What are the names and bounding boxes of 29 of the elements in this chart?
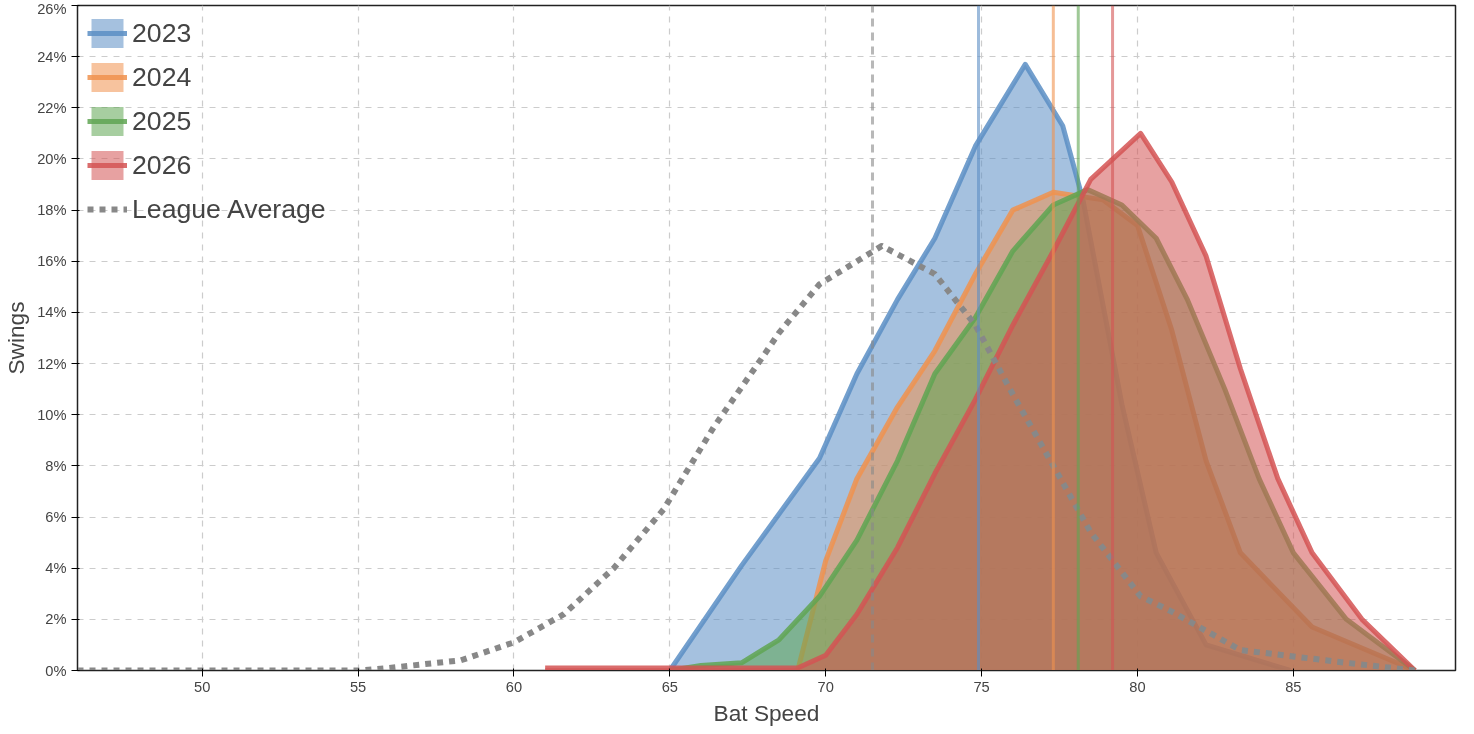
y-tick-label: 16% <box>37 253 67 270</box>
y-axis-title: Swings <box>3 301 30 375</box>
x-tick-label: 70 <box>817 678 834 695</box>
y-tick-label: 26% <box>37 0 67 17</box>
x-tick-label: 50 <box>194 678 211 695</box>
y-tick-label: 22% <box>37 99 67 116</box>
x-tick-label: 55 <box>349 678 367 695</box>
x-tick-label: 65 <box>661 678 679 695</box>
x-tick-label: 60 <box>505 678 523 695</box>
y-tick-label: 20% <box>37 150 67 167</box>
legend-label: League Average <box>132 193 326 225</box>
x-tick-label: 85 <box>1285 678 1302 695</box>
y-tick-label: 24% <box>37 48 67 65</box>
y-tick-label: 12% <box>37 355 67 372</box>
legend-label: 2025 <box>132 105 192 137</box>
y-tick-label: 8% <box>45 457 67 474</box>
x-tick-label: 80 <box>1129 678 1146 695</box>
y-tick-label: 10% <box>37 406 67 423</box>
y-tick-label: 6% <box>45 509 67 526</box>
x-axis-title: Bat Speed <box>713 699 820 726</box>
y-tick-label: 18% <box>37 202 67 219</box>
y-tick-label: 14% <box>37 304 67 321</box>
y-tick-label: 0% <box>45 662 67 679</box>
legend-label: 2024 <box>132 61 192 93</box>
legend-label: 2026 <box>132 149 192 181</box>
legend-label: 2023 <box>132 17 192 49</box>
y-tick-label: 4% <box>45 560 67 577</box>
x-tick-label: 75 <box>973 678 990 695</box>
y-tick-label: 2% <box>45 611 67 628</box>
